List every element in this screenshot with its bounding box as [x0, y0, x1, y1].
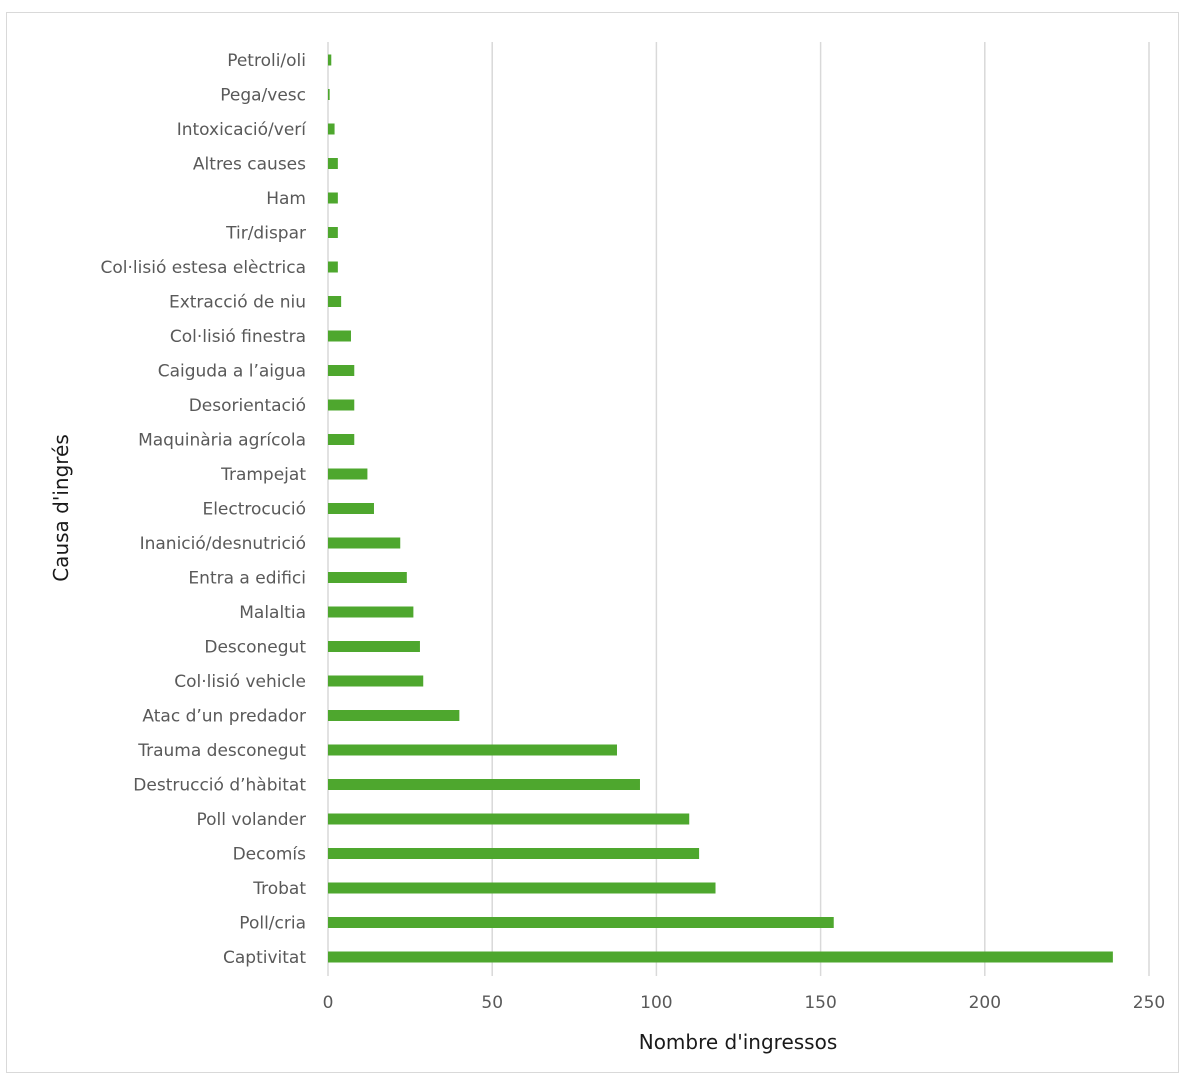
x-axis-title: Nombre d'ingressos: [639, 1030, 838, 1054]
bar: [328, 89, 330, 100]
bar: [328, 744, 617, 756]
bar: [328, 434, 355, 445]
category-label: Decomís: [233, 845, 307, 865]
category-label: Poll volander: [196, 810, 306, 830]
category-label: Destrucció d’hàbitat: [133, 776, 306, 796]
category-labels: Petroli/oli Pega/vesc Intoxicació/verí Altr…: [101, 51, 308, 968]
x-tick-label: 100: [640, 993, 672, 1013]
bar: [328, 399, 355, 411]
category-label: Caiguda a l’aigua: [158, 362, 306, 382]
category-label: Electrocució: [202, 500, 306, 520]
category-label: Poll/cria: [239, 914, 306, 934]
category-label: Inanició/desnutrició: [140, 534, 306, 554]
bar: [328, 468, 368, 480]
bar: [328, 813, 690, 825]
bar: [328, 296, 342, 307]
category-label: Entra a edifici: [188, 569, 306, 589]
category-label: Col·lisió estesa elèctrica: [101, 258, 306, 278]
category-label: Trauma desconegut: [137, 741, 306, 761]
category-label: Malaltia: [239, 603, 306, 623]
x-tick-label: 0: [323, 993, 334, 1013]
category-label: Col·lisió finestra: [170, 327, 306, 347]
category-label: Pega/vesc: [220, 86, 306, 106]
bar: [328, 882, 716, 894]
bar: [328, 537, 401, 549]
bar: [328, 675, 424, 687]
bar: [328, 848, 700, 859]
bar: [328, 503, 374, 514]
category-label: Desorientació: [189, 396, 306, 416]
bar: [328, 192, 338, 204]
category-label: Desconegut: [204, 638, 306, 658]
bar: [328, 54, 332, 66]
category-label: Intoxicació/verí: [177, 120, 308, 140]
bar: [328, 606, 414, 618]
category-label: Maquinària agrícola: [138, 431, 306, 451]
chart-frame: [6, 12, 1179, 1073]
category-label: Altres causes: [193, 155, 306, 175]
bar: [328, 227, 338, 238]
x-tick-label: 250: [1133, 993, 1165, 1013]
x-tick-label: 50: [481, 993, 503, 1013]
bar: [328, 641, 420, 652]
bars: [328, 54, 1113, 963]
bar: [328, 158, 338, 169]
bar: [328, 779, 640, 790]
x-tick-label: 150: [804, 993, 836, 1013]
category-label: Petroli/oli: [227, 51, 306, 71]
category-label: Tir/dispar: [225, 224, 306, 244]
category-label: Captivitat: [223, 948, 306, 968]
y-axis-title: Causa d'ingrés: [49, 434, 73, 582]
category-label: Trobat: [252, 879, 306, 899]
bar: [328, 710, 460, 721]
category-label: Trampejat: [220, 465, 306, 485]
gridlines: [327, 42, 1150, 976]
bar: [328, 261, 338, 273]
category-label: Extracció de niu: [169, 293, 306, 313]
bar: [328, 330, 351, 342]
category-label: Col·lisió vehicle: [174, 672, 306, 692]
bar: [328, 917, 834, 928]
bar: [328, 123, 335, 135]
category-label: Atac d’un predador: [142, 707, 306, 727]
x-tick-labels: 0 50 100 150 200 250: [323, 993, 1166, 1013]
x-tick-label: 200: [969, 993, 1001, 1013]
bar: [328, 951, 1113, 963]
bar: [328, 572, 407, 583]
category-label: Ham: [266, 189, 306, 209]
bar: [328, 365, 355, 376]
